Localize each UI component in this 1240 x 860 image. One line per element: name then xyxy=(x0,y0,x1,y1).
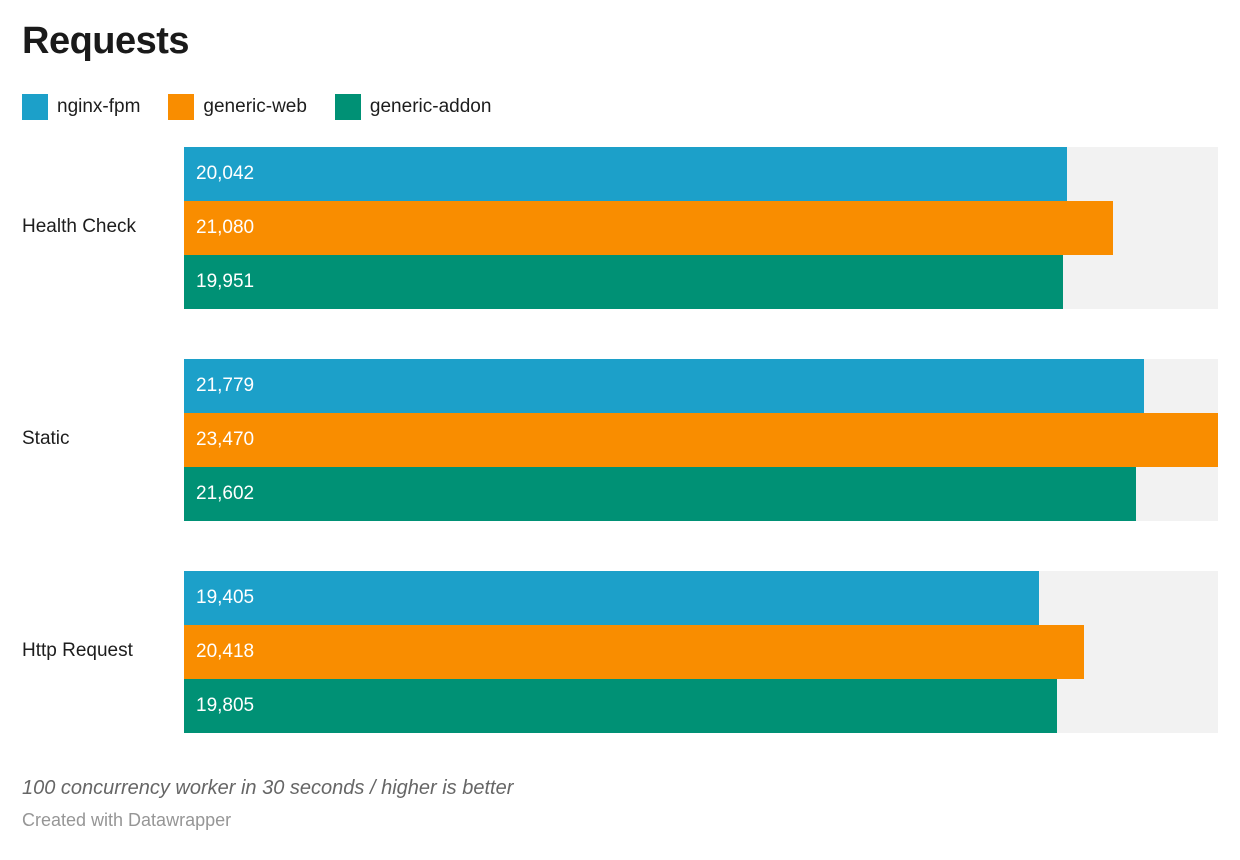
legend: nginx-fpm generic-web generic-addon xyxy=(22,93,1218,120)
bar-generic-web: 23,470 xyxy=(184,412,1218,467)
bar-value-label: 21,779 xyxy=(196,374,255,396)
bar-generic-web: 21,080 xyxy=(184,200,1113,255)
bar-generic-addon: 21,602 xyxy=(184,466,1136,521)
bar-generic-addon: 19,805 xyxy=(184,678,1057,733)
bar-value-label: 19,951 xyxy=(196,270,255,292)
bar-value-label: 23,470 xyxy=(196,428,255,450)
bar-value-label: 19,805 xyxy=(196,694,255,716)
legend-swatch-icon xyxy=(22,93,48,120)
legend-item-generic-addon: generic-addon xyxy=(334,93,492,120)
bar-track: 21,080 xyxy=(184,200,1218,255)
bar-group: Http Request 19,405 20,418 19,805 xyxy=(22,570,1218,733)
bar-track: 19,951 xyxy=(184,254,1218,309)
bar-group: Health Check 20,042 21,080 19,951 xyxy=(22,146,1218,309)
bar-value-label: 21,602 xyxy=(196,482,255,504)
category-label: Health Check xyxy=(22,216,137,238)
datawrapper-attribution: Created with Datawrapper xyxy=(22,809,232,830)
bar-value-label: 21,080 xyxy=(196,216,255,238)
bar-stack: 21,779 23,470 21,602 xyxy=(184,358,1218,521)
bar-nginx-fpm: 21,779 xyxy=(184,358,1144,413)
chart-title: Requests xyxy=(22,20,190,62)
legend-item-generic-web: generic-web xyxy=(168,93,307,120)
bar-track: 23,470 xyxy=(184,412,1218,467)
bar-track: 20,042 xyxy=(184,146,1218,201)
category-label: Static xyxy=(22,428,70,450)
bar-stack: 19,405 20,418 19,805 xyxy=(184,570,1218,733)
bar-value-label: 19,405 xyxy=(196,586,255,608)
legend-label: nginx-fpm xyxy=(57,95,141,117)
bar-track: 19,405 xyxy=(184,570,1218,625)
legend-swatch-icon xyxy=(168,93,195,120)
bar-generic-addon: 19,951 xyxy=(184,254,1063,309)
bar-group: Static 21,779 23,470 21,602 xyxy=(22,358,1218,521)
bar-track: 19,805 xyxy=(184,678,1218,733)
legend-swatch-icon xyxy=(334,93,361,120)
bar-track: 21,779 xyxy=(184,358,1218,413)
bar-track: 21,602 xyxy=(184,466,1218,521)
bar-nginx-fpm: 19,405 xyxy=(184,570,1039,625)
bar-value-label: 20,042 xyxy=(196,162,255,184)
legend-item-nginx-fpm: nginx-fpm xyxy=(22,93,141,120)
bar-chart: Health Check 20,042 21,080 19,951 Static 21,7… xyxy=(22,146,1218,733)
chart-footnote: 100 concurrency worker in 30 seconds / h… xyxy=(22,776,514,799)
category-label: Http Request xyxy=(22,640,133,662)
bar-track: 20,418 xyxy=(184,624,1218,679)
legend-label: generic-addon xyxy=(369,95,492,117)
bar-generic-web: 20,418 xyxy=(184,624,1084,679)
bar-value-label: 20,418 xyxy=(196,640,255,662)
bar-stack: 20,042 21,080 19,951 xyxy=(184,146,1218,309)
bar-nginx-fpm: 20,042 xyxy=(184,146,1067,201)
legend-label: generic-web xyxy=(203,95,307,117)
